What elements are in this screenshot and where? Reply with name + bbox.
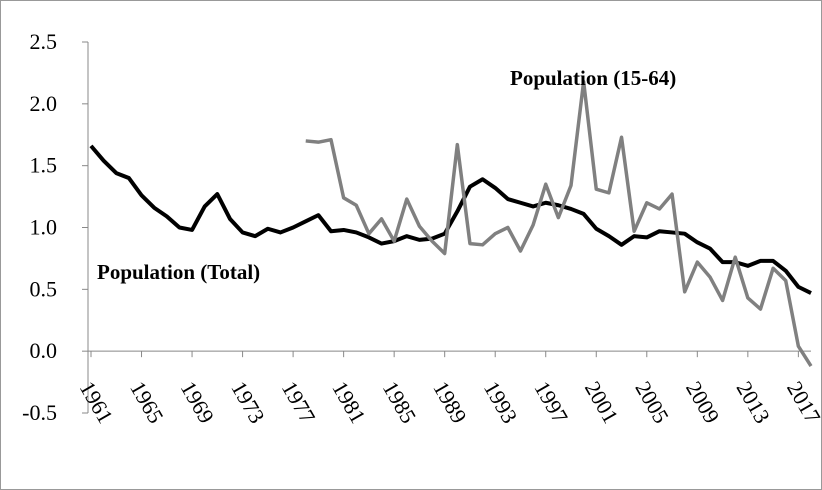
y-tick-label: 2.0 — [30, 91, 58, 116]
series-label: Population (15-64) — [510, 66, 676, 90]
y-tick-label: -0.5 — [22, 400, 57, 425]
y-tick-label: 0.5 — [30, 276, 58, 301]
series-line — [89, 144, 812, 295]
series-label: Population (Total) — [97, 260, 260, 284]
y-tick-label: 2.5 — [30, 29, 58, 54]
y-tick-label: 0.0 — [30, 338, 58, 363]
y-tick-label: 1.5 — [30, 153, 58, 178]
series-line — [305, 79, 813, 367]
y-tick-label: 1.0 — [30, 215, 58, 240]
